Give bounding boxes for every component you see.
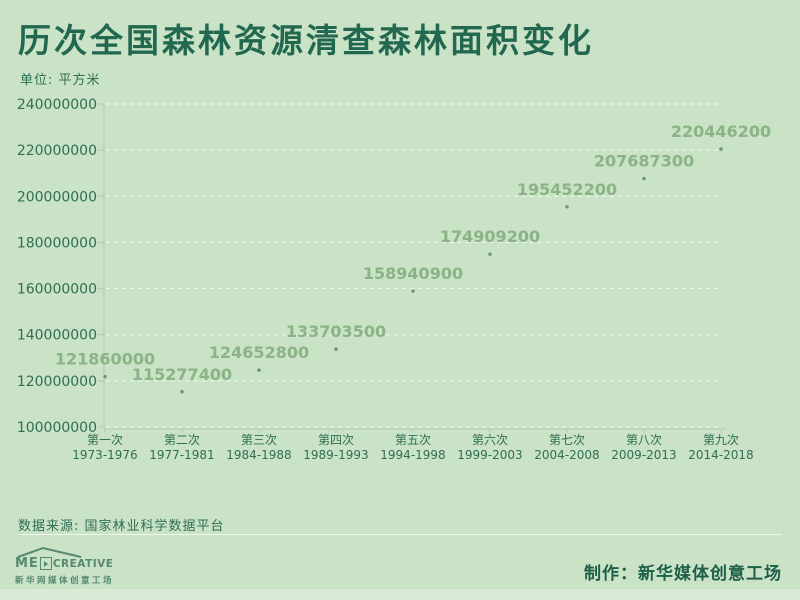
- logo-creative-text: CREATIVE: [52, 557, 114, 570]
- x-tick-label: 第五次 1994-1998: [380, 433, 445, 462]
- y-tick-label: 220000000: [17, 143, 97, 159]
- data-point: [334, 347, 338, 351]
- data-label: 115277400: [132, 365, 232, 384]
- data-label: 133703500: [286, 322, 386, 341]
- data-label: 220446200: [671, 122, 771, 141]
- x-tick-label: 第七次 2004-2008: [534, 433, 599, 462]
- logo-roof-icon: [17, 546, 82, 558]
- logo-subtitle: 新华网媒体创意工场: [15, 576, 115, 586]
- data-source-label: 数据来源: 国家林业科学数据平台: [18, 519, 225, 534]
- data-point: [103, 374, 107, 379]
- data-point: [642, 176, 646, 181]
- y-tick-label: 160000000: [17, 282, 97, 298]
- page-title: 历次全国森林资源清查森林面积变化: [18, 21, 594, 60]
- x-tick-label: 第三次 1984-1988: [226, 433, 291, 462]
- data-point: [719, 147, 723, 151]
- bottom-strip: [0, 589, 800, 600]
- x-tick-label: 第九次 2014-2018: [688, 433, 753, 462]
- data-label: 207687300: [594, 152, 694, 171]
- brand-logo: ME CREATIVE 新华网媒体创意工场: [15, 546, 114, 586]
- data-label: 121860000: [55, 350, 155, 369]
- data-point: [257, 368, 261, 372]
- x-tick-label: 第六次 1999-2003: [457, 433, 522, 462]
- data-label: 195452200: [517, 180, 617, 199]
- y-tick-label: 240000000: [17, 97, 97, 113]
- x-tick-label: 第四次 1989-1993: [303, 433, 368, 462]
- y-tick-label: 200000000: [17, 189, 97, 205]
- x-tick-label: 第二次 1977-1981: [149, 433, 214, 462]
- y-tick-label: 180000000: [17, 235, 97, 251]
- footer-divider: [18, 534, 782, 535]
- forest-area-scatter-chart: 100000000 120000000 140000000 160000000 1800…: [17, 97, 771, 462]
- y-tick-label: 140000000: [17, 328, 97, 344]
- x-tick-label: 第一次 1973-1976: [72, 433, 137, 462]
- data-label: 158940900: [363, 264, 463, 283]
- credit-label: 制作：新华媒体创意工场: [584, 564, 782, 584]
- y-tick-label: 100000000: [17, 420, 97, 436]
- unit-label: 单位: 平方米: [20, 73, 101, 88]
- data-point: [180, 390, 184, 394]
- data-label: 124652800: [209, 343, 309, 362]
- data-label: 174909200: [440, 227, 540, 246]
- data-point: [488, 252, 492, 256]
- x-tick-label: 第八次 2009-2013: [611, 433, 676, 462]
- data-point: [565, 205, 569, 209]
- y-tick-label: 120000000: [17, 374, 97, 390]
- logo-brand-text: ME CREATIVE: [15, 556, 114, 571]
- play-icon: [39, 557, 52, 570]
- data-point: [411, 289, 415, 293]
- logo-me-text: ME: [15, 556, 39, 571]
